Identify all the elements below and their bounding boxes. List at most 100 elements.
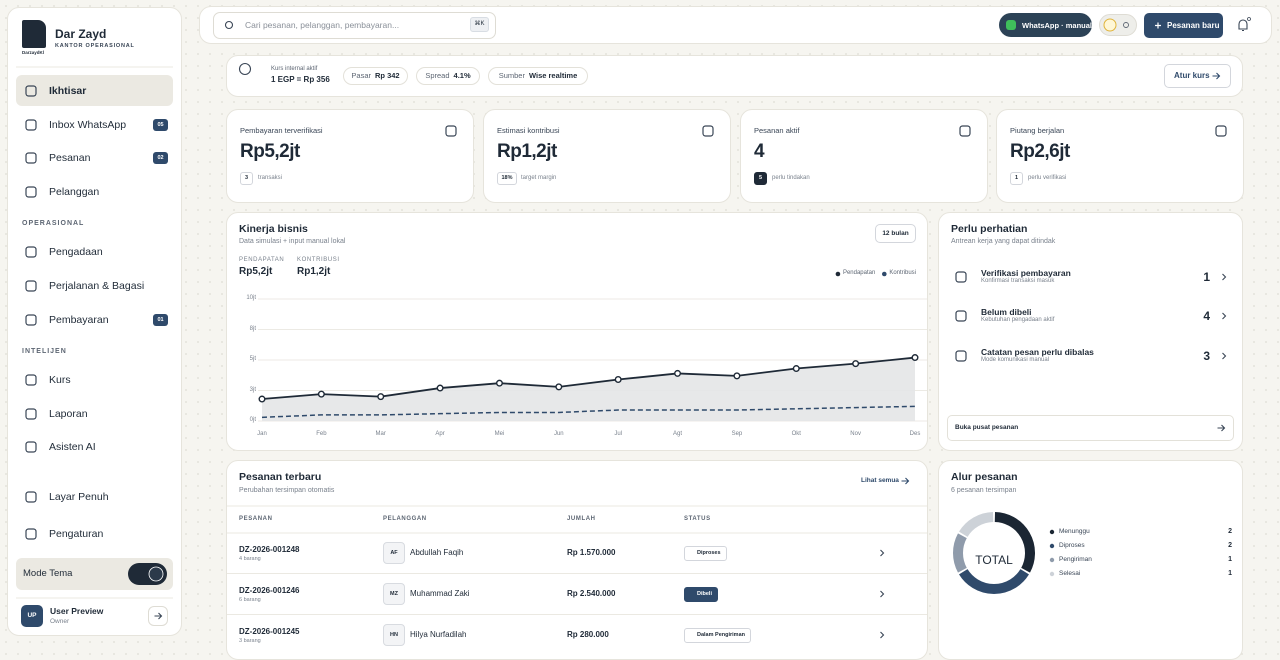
x-tick-label: Jul [614,431,623,438]
range-button[interactable] [875,224,916,243]
attention-item-count: 3 [1203,348,1210,363]
stat-value: Rp5,2jt [240,140,300,162]
attention-item-subtitle: Konfirmasi transaksi masuk [981,278,1055,285]
stat-label: Piutang berjalan [1010,125,1065,135]
stat-label: Pesanan aktif [754,125,800,135]
order-id: DZ-2026-001245 [239,627,300,637]
x-tick-label: Okt [791,431,801,438]
brand-tagline: KANTOR OPERASIONAL [55,42,135,49]
x-tick-label: Feb [316,431,327,438]
theme-toggle[interactable] [1099,14,1137,36]
rate-value: 1 EGP = Rp 356 [271,75,330,85]
attention-item-subtitle: Kebutuhan pengadaan aktif [981,317,1055,324]
flow-title: Alur pesanan [951,470,1018,483]
chart-subtitle: Data simulasi + input manual lokal [239,237,346,245]
summary-value: Rp1,2jt [297,266,331,277]
logo-text: DarzaydKl [22,50,45,56]
nav-label[interactable]: Laporan [49,407,88,420]
rate-chip: Pasar Rp 342 [343,67,408,85]
column-header: JUMLAH [567,516,596,523]
attention-item-title: Verifikasi pembayaran [981,267,1071,278]
summary-label: KONTRIBUSI [297,257,340,264]
rate-action-label: Atur kurs [1174,71,1210,81]
chip-value: 4.1% [453,71,471,80]
stat-badge: 18% [497,172,517,185]
customer-avatar: AF [383,542,405,564]
nav-label[interactable]: Pesanan [49,151,91,164]
legend-label: Kontribusi [889,270,916,277]
nav-label[interactable]: Asisten AI [49,440,96,453]
x-tick-label: Mei [494,431,505,438]
stat-card [483,109,731,203]
rate-label: Kurs internal aktif [271,66,318,73]
stat-note: perlu tindakan [772,174,810,181]
search-box[interactable] [213,12,496,39]
attention-card [938,212,1243,451]
nav-label[interactable]: Pengadaan [49,245,103,258]
stat-card [740,109,988,203]
order-amount: Rp 280.000 [567,630,609,640]
x-tick-label: Mar [375,431,386,438]
flow-legend-label: Diproses [1059,542,1085,550]
stat-badge: 1 [1010,172,1023,185]
logo [22,20,46,48]
rate-action-button[interactable] [1164,64,1231,88]
attention-item-count: 1 [1203,269,1210,284]
flow-legend-label: Pengiriman [1059,556,1092,564]
stat-note: target margin [521,174,557,181]
orders-subtitle: Perubahan tersimpan otomatis [239,486,335,494]
rate-chip: Sumber Wise realtime [488,67,588,85]
nav-label[interactable]: Kurs [49,373,71,386]
attention-item-title: Catatan pesan perlu dibalas [981,346,1094,357]
orders-action[interactable]: Lihat semua [861,477,899,485]
orders-title: Pesanan terbaru [239,470,322,483]
y-tick-label: 10jt [246,295,256,302]
flow-legend-value: 1 [1228,555,1232,563]
stat-card [996,109,1244,203]
nav-badge: 05 [153,119,168,131]
customer-name: Hilya Nurfadilah [410,630,467,640]
flow-legend-value: 2 [1228,541,1232,549]
x-tick-label: Des [909,431,921,438]
chip-value: Rp 342 [374,71,400,80]
x-tick-label: Agt [673,431,683,438]
stat-value: Rp1,2jt [497,140,557,162]
logout-button[interactable] [148,606,168,626]
status-pill: Dalam Pengiriman [684,627,751,643]
attention-action-button[interactable] [947,415,1234,441]
attention-action-label: Buka pusat pesanan [955,424,1019,432]
order-items: 4 barang [239,555,261,562]
summary-value: Rp5,2jt [239,266,273,277]
nav-label[interactable]: Layar Penuh [49,490,109,503]
section-title: OPERASIONAL [22,219,85,227]
brand-name: Dar Zayd [55,26,107,41]
chip-label: Pasar [351,71,371,80]
nav-label[interactable]: Pengaturan [49,527,104,540]
nav-label[interactable]: Pelanggan [49,185,100,198]
order-id: DZ-2026-001246 [239,586,300,596]
attention-item-subtitle: Mode komunikasi manual [981,357,1050,364]
nav-label[interactable]: Pembayaran [49,313,109,326]
flow-legend-label: Selesai [1059,570,1081,578]
attention-item-count: 4 [1203,308,1210,323]
theme-switch[interactable] [128,563,167,585]
section-title: INTELIJEN [22,347,67,355]
search-placeholder: Cari pesanan, pelanggan, pembayaran... [245,19,400,30]
donut-center-label: TOTAL [975,552,1013,567]
nav-label[interactable]: Ikhtisar [49,84,87,97]
rate-bar [226,55,1243,97]
customer-avatar: MZ [383,583,405,605]
stat-value: Rp2,6jt [1010,140,1070,162]
nav-label[interactable]: Perjalanan & Bagasi [49,279,145,292]
order-items: 3 barang [239,637,261,644]
nav-label[interactable]: Inbox WhatsApp [49,118,127,131]
x-tick-label: Apr [435,431,445,438]
x-tick-label: Sep [731,431,743,438]
y-tick-label: 0jt [249,417,256,424]
column-header: PELANGGAN [383,516,427,523]
stat-badge: 5 [754,172,767,185]
attention-title: Perlu perhatian [951,222,1028,235]
stat-label: Estimasi kontribusi [497,125,560,135]
nav-badge: 01 [153,314,168,326]
